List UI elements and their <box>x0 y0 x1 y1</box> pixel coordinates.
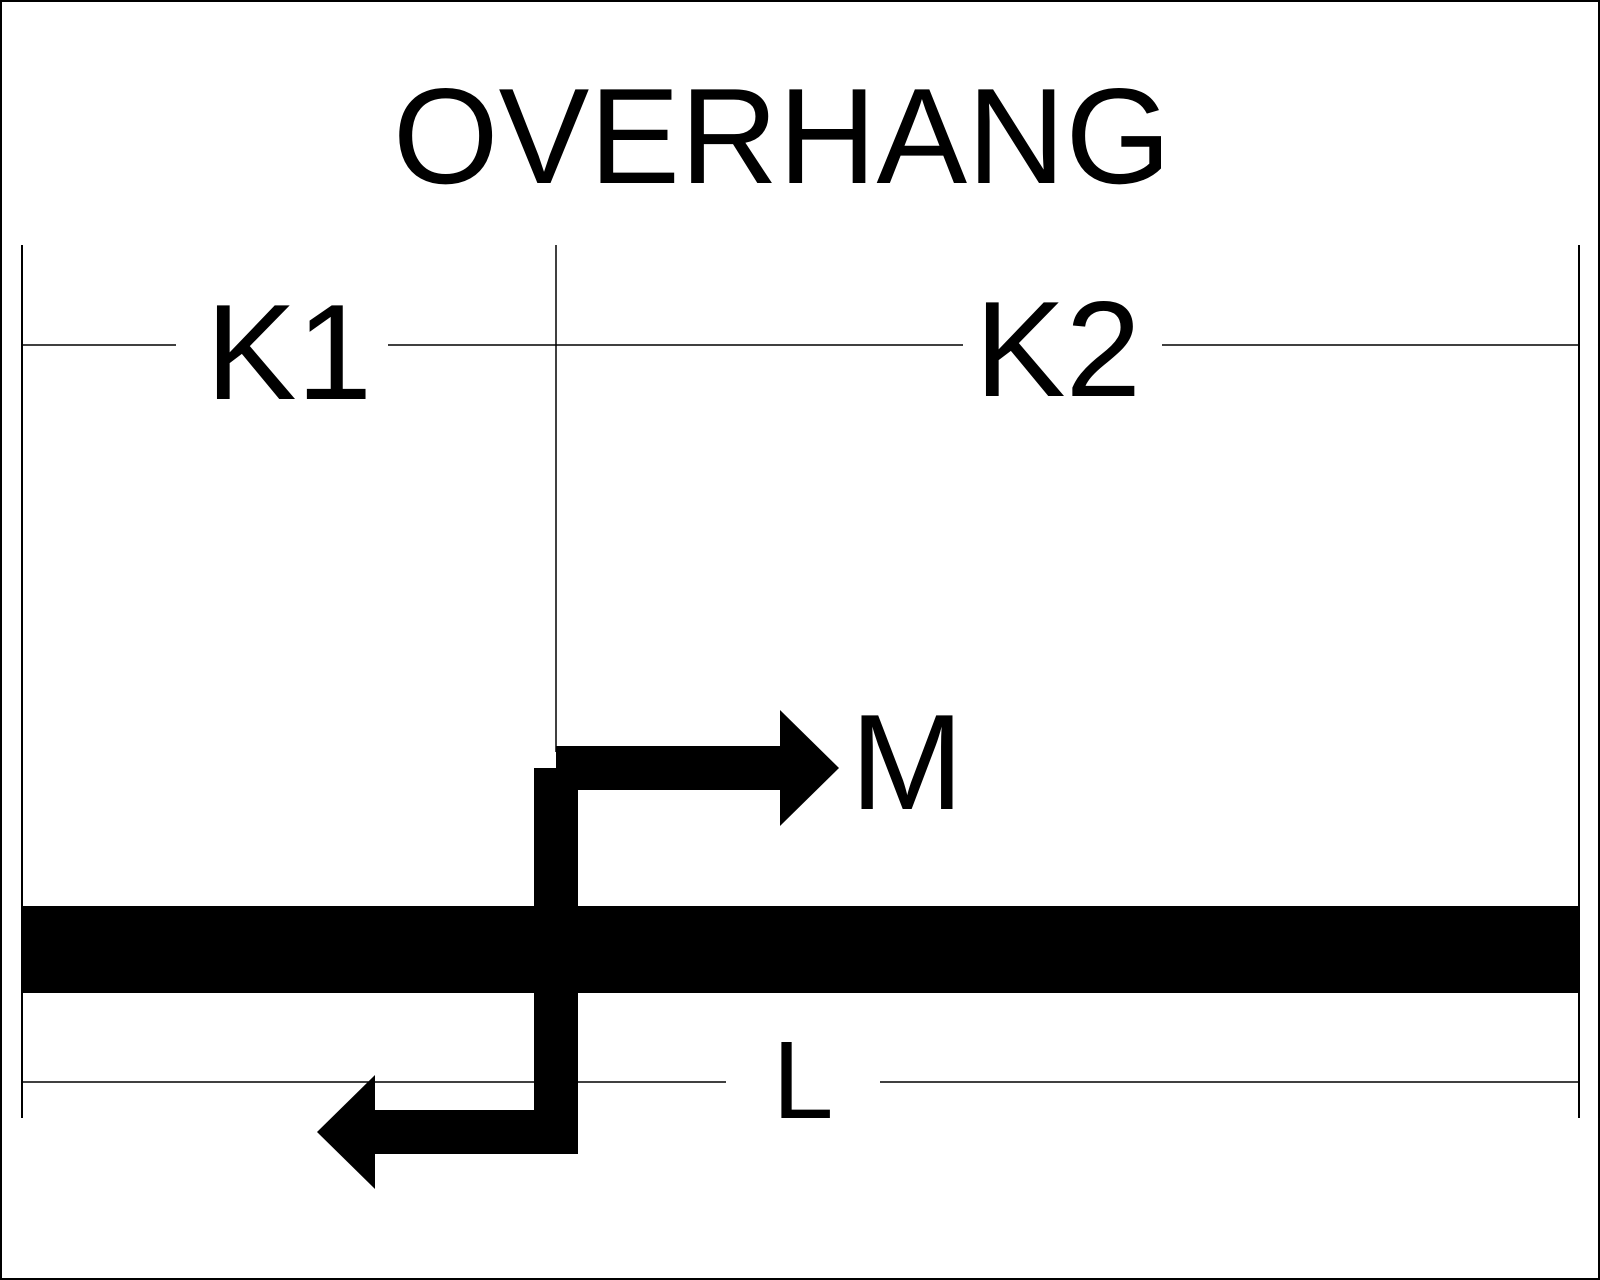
moment-arrowhead-right <box>780 710 839 826</box>
diagram-title: OVERHANG <box>393 60 1171 212</box>
moment-label: M <box>850 686 963 838</box>
beam <box>22 906 1579 993</box>
moment-arrow-stem <box>360 746 806 1154</box>
l-label: L <box>772 1019 833 1142</box>
moment-arrowhead-left <box>317 1075 375 1189</box>
k2-label: K2 <box>975 273 1141 425</box>
k1-label: K1 <box>206 276 372 428</box>
